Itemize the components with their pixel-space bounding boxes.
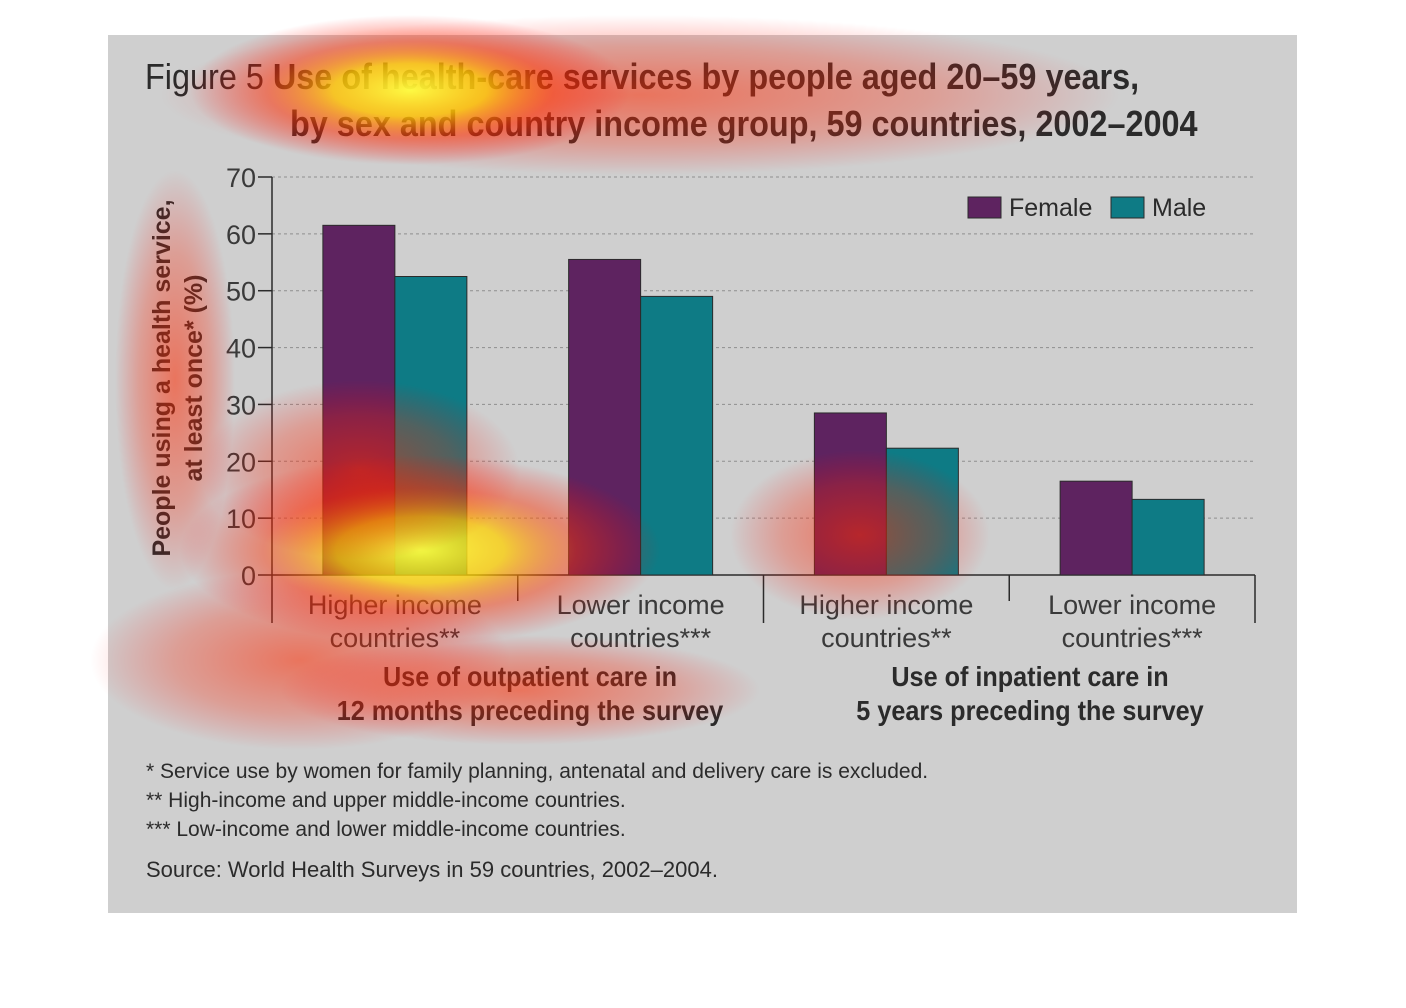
y-tick-label: 60 xyxy=(226,220,256,250)
x-category-label: countries** xyxy=(330,623,461,653)
bar-male xyxy=(394,276,468,576)
group-label-line: 5 years preceding the survey xyxy=(856,695,1204,726)
y-tick-label: 70 xyxy=(226,163,256,193)
bar-male xyxy=(885,447,959,576)
legend-label-male: Male xyxy=(1152,194,1206,222)
legend-swatch-female xyxy=(967,196,1002,219)
y-tick-label: 0 xyxy=(241,561,256,591)
y-tick-label: 10 xyxy=(226,504,256,534)
group-label-line: 12 months preceding the survey xyxy=(336,695,724,726)
footnote: ** High-income and upper middle-income c… xyxy=(146,789,626,812)
group-label-outpatient: Use of outpatient care in 12 months prec… xyxy=(314,660,746,728)
x-category-label: Higher income xyxy=(308,590,482,620)
bar-male xyxy=(640,295,714,576)
group-label-line: Use of outpatient care in xyxy=(382,661,678,692)
y-tick-label: 50 xyxy=(226,277,256,307)
x-category-label: Lower income xyxy=(557,590,725,620)
bar-female xyxy=(813,412,887,576)
bar-female xyxy=(1059,480,1133,576)
x-category-label: Lower income xyxy=(1048,590,1216,620)
y-tick-label: 30 xyxy=(226,390,256,420)
legend-label-female: Female xyxy=(1009,194,1092,222)
footnote: *** Low-income and lower middle-income c… xyxy=(146,818,626,841)
x-category-label: countries*** xyxy=(1062,623,1204,653)
bar-female xyxy=(568,258,642,576)
footnote: * Service use by women for family planni… xyxy=(146,760,929,783)
y-tick-label: 20 xyxy=(226,447,256,477)
group-label-inpatient: Use of inpatient care in 5 years precedi… xyxy=(814,660,1246,728)
x-category-label: countries** xyxy=(821,623,952,653)
y-tick-label: 40 xyxy=(226,334,256,364)
x-category-label: countries*** xyxy=(570,623,712,653)
legend-swatch-male xyxy=(1110,196,1145,219)
source-note: Source: World Health Surveys in 59 count… xyxy=(146,857,718,882)
x-category-label: Higher income xyxy=(799,590,973,620)
bar-female xyxy=(322,224,396,576)
group-label-line: Use of inpatient care in xyxy=(891,661,1169,692)
bar-male xyxy=(1131,498,1205,576)
